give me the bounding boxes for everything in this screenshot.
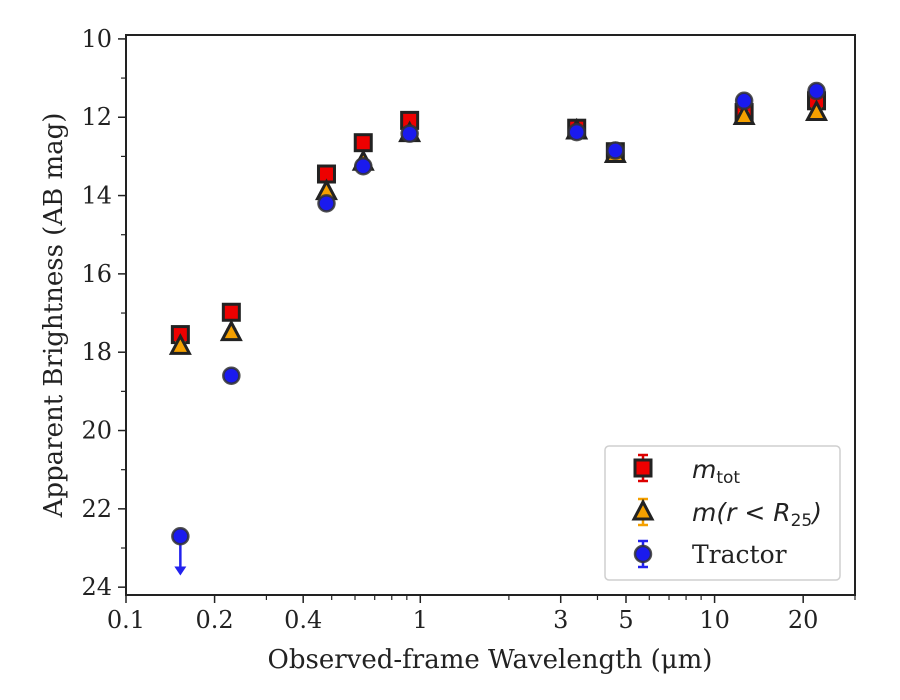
legend-label-mr25-sub: 25 (791, 511, 813, 531)
data-point-tractor (400, 124, 419, 143)
data-point-tractor (807, 81, 826, 101)
data-point-mr25 (219, 319, 243, 342)
x-tick-label: 20 (788, 606, 819, 634)
data-point-mr25 (805, 99, 829, 122)
legend-label-mr25-tail: ) (810, 498, 822, 527)
y-axis-label: Apparent Brightness (AB mag) (39, 113, 69, 519)
legend-box (604, 445, 841, 581)
x-axis-label: Observed-frame Wavelength (μm) (268, 645, 713, 675)
x-tick-label: 10 (699, 606, 730, 634)
legend-marker-mtot (633, 458, 653, 478)
x-tick-label: 3 (553, 606, 568, 634)
x-tick-label: 0.2 (196, 606, 234, 634)
legend-label-mr25-main: m(r < R (692, 498, 791, 527)
data-point-tractor (606, 141, 625, 160)
upper-limit-arrow-head (174, 566, 187, 576)
data-point-tractor (171, 527, 190, 546)
x-tick-label: 0.1 (107, 606, 145, 634)
x-tick-label: 0.4 (284, 606, 322, 634)
data-marks-layer (168, 81, 829, 576)
data-point-tractor (567, 122, 586, 142)
legend: mtot m(r < R25) Tractor (604, 445, 841, 581)
y-tick-label: 20 (81, 417, 112, 445)
data-point-mr25 (732, 103, 756, 125)
legend-symbols (631, 453, 655, 569)
y-tick-label: 16 (81, 260, 112, 288)
data-point-tractor (317, 194, 336, 213)
plot-frame (125, 34, 856, 596)
y-tick-label: 18 (81, 338, 112, 366)
legend-label-mtot-sub: tot (716, 468, 740, 488)
legend-marker-mr25 (631, 498, 655, 521)
y-tick-label: 10 (81, 25, 112, 53)
series-mtot (170, 91, 827, 345)
legend-label-tractor: Tractor (692, 540, 787, 569)
legend-marker-tractor (633, 544, 653, 564)
series-mr25 (168, 99, 829, 355)
y-tick-label: 14 (81, 182, 112, 210)
legend-label-mtot: mtot (692, 455, 740, 488)
y-tick-label: 22 (81, 495, 112, 523)
data-point-tractor (734, 91, 754, 111)
x-tick-label: 1 (413, 606, 428, 634)
x-tick-label: 5 (618, 606, 633, 634)
legend-label-mtot-main: m (692, 455, 716, 484)
series-tractor (171, 81, 826, 576)
y-tick-label: 12 (81, 103, 112, 131)
data-point-mtot (221, 302, 241, 322)
ticks-layer: 0.1 0.2 0.4 1 3 5 10 20 10 12 14 16 18 20 22 24 (81, 25, 856, 634)
y-tick-label: 24 (81, 573, 112, 601)
data-point-mtot (353, 133, 373, 153)
legend-label-mr25: m(r < R25) (692, 498, 822, 531)
data-point-tractor (354, 156, 373, 176)
data-point-mr25 (168, 333, 192, 355)
data-point-tractor (222, 366, 241, 385)
